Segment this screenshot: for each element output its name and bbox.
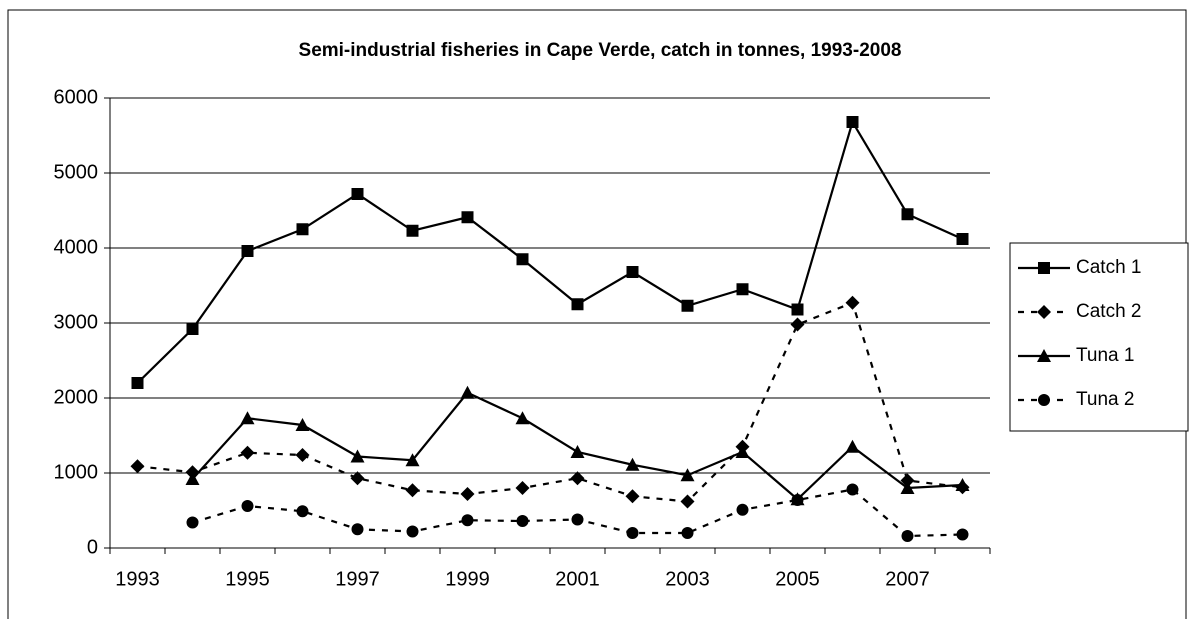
data-point [845,439,860,453]
x-tick-label: 1995 [225,568,270,590]
data-point [240,411,255,425]
data-point [736,283,749,296]
data-point [295,448,310,462]
data-point [405,453,420,467]
data-point [241,245,254,257]
data-point [240,445,255,460]
data-point [735,445,750,458]
data-point [460,385,475,399]
legend-label: Tuna 2 [1076,389,1134,410]
data-point [736,503,749,516]
chart-title: Semi-industrial fisheries in Cape Verde,… [299,40,902,61]
data-point [901,208,914,221]
data-point [296,223,309,236]
y-tick-label: 2000 [54,386,99,408]
data-point [461,514,474,527]
data-point [791,494,804,506]
data-point [625,457,640,471]
legend-marker [1037,305,1051,319]
y-tick-label: 5000 [54,161,99,183]
legend-label: Tuna 1 [1076,345,1134,366]
data-point [571,298,584,311]
y-tick-label: 3000 [54,311,99,333]
data-point [351,523,364,536]
x-tick-label: 1999 [445,568,490,590]
y-tick-label: 1000 [54,461,99,483]
series-line [136,119,963,384]
data-point [570,445,585,458]
data-point [681,299,694,312]
data-point [680,468,695,482]
data-point [955,478,970,491]
x-tick-label: 1993 [115,568,160,590]
data-point [185,472,200,485]
x-tick-label: 2003 [665,568,710,590]
data-point [296,505,309,518]
data-point [956,233,969,245]
data-point [516,515,529,527]
data-point [845,295,860,310]
x-tick-label: 1997 [335,568,380,590]
data-point [350,471,365,486]
data-point [515,481,530,495]
data-point [791,303,804,316]
data-point [406,525,419,538]
data-point [350,449,365,463]
data-point [626,527,639,539]
x-tick-label: 2007 [885,568,930,590]
data-point [130,459,145,474]
data-point [295,418,310,431]
data-point [846,483,859,496]
y-tick-label: 6000 [54,86,99,108]
data-point [131,377,144,389]
data-point [901,530,914,542]
data-point [956,528,969,541]
data-point [846,116,859,128]
legend-label: Catch 2 [1076,301,1141,322]
data-point [405,483,420,498]
data-point [241,500,254,512]
chart-border [7,9,1187,619]
data-point [186,516,199,529]
data-point [570,471,585,486]
x-tick-label: 2005 [775,568,820,590]
legend-marker [1037,349,1051,362]
data-point [626,266,639,278]
data-point [900,481,915,494]
data-point [186,323,199,335]
x-tick-label: 2001 [555,568,600,590]
y-tick-label: 0 [87,536,98,558]
legend-marker [1038,262,1050,274]
data-point [460,487,475,501]
data-point [406,224,419,237]
data-point [515,411,530,425]
y-tick-label: 4000 [54,236,99,258]
legend-marker [1038,394,1050,406]
data-point [571,513,584,526]
data-point [516,253,529,266]
data-point [625,489,640,504]
data-point [461,211,474,224]
data-point [680,494,695,509]
data-point [790,317,805,332]
legend-label: Catch 1 [1076,257,1141,278]
data-point [681,527,694,539]
data-point [351,188,364,200]
data-point [900,473,915,488]
